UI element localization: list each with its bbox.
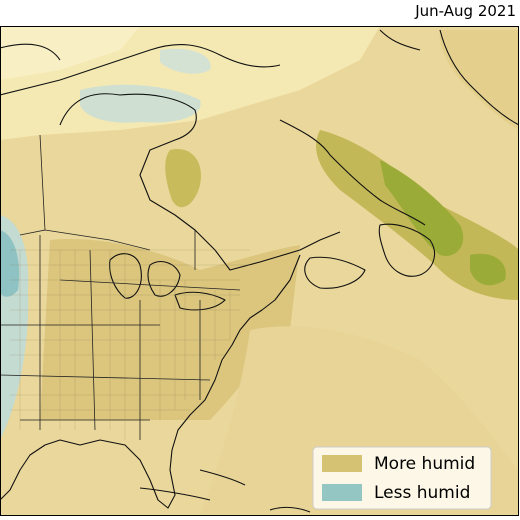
less-humid-area [160,48,211,74]
coastline [0,44,281,96]
caribbean-coast [139,469,311,513]
coastline [59,93,341,271]
pale-region [0,26,140,80]
legend-label: More humid [374,454,475,474]
map-frame [0,26,519,516]
coastline [279,119,426,226]
coastline [304,256,366,289]
greenland [439,30,519,130]
coastline [379,29,519,126]
more-humid-area [165,149,201,208]
more-humid-core [470,253,506,286]
coastline [0,43,61,61]
land-region [40,239,300,420]
coastline [0,254,301,509]
legend-swatch [322,455,362,472]
legend-swatch [322,484,362,501]
map-title: Jun-Aug 2021 [414,2,516,20]
legend: More humid Less humid [312,446,492,510]
county-lines [10,249,250,440]
coastline [378,223,435,277]
legend-label: Less humid [374,483,470,503]
map-border [0,26,519,516]
more-humid-core [380,160,464,256]
